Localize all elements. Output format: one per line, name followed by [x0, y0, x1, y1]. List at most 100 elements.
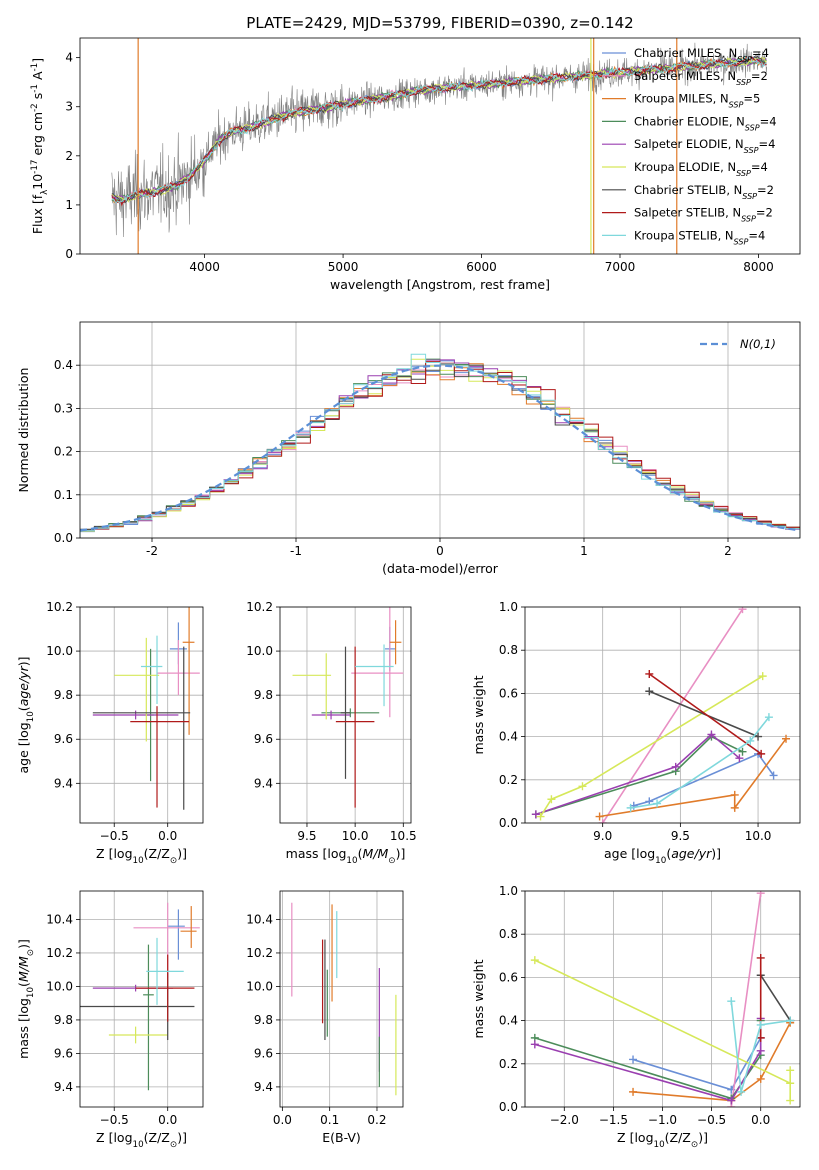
data-point-marker: [629, 1055, 638, 1064]
y-tick-label: 3: [65, 100, 73, 114]
series-line: [632, 1022, 791, 1102]
y-tick-label: 9.4: [254, 1080, 273, 1094]
y-axis-label: mass weight: [471, 959, 486, 1038]
x-tick-label: 9.0: [593, 829, 612, 843]
data-point-marker: [531, 810, 540, 819]
data-point-marker: [782, 734, 791, 743]
y-tick-label: 4: [65, 51, 73, 65]
y-tick-label: 9.8: [254, 688, 273, 702]
x-tick-label: 10.5: [390, 829, 417, 843]
y-tick-label: 9.8: [254, 1013, 273, 1027]
x-tick-label: 10.0: [342, 829, 369, 843]
y-tick-label: 0.2: [499, 1057, 518, 1071]
plot-area: [292, 607, 404, 808]
y-tick-label: 2: [65, 149, 73, 163]
y-tick-label: 10.4: [46, 912, 73, 926]
model-spectrum-line: [111, 55, 767, 204]
plot-area: [80, 353, 800, 538]
data-point-marker: [756, 1033, 765, 1042]
panel-weight-vs-Z: −2.0 −1.5 −1.0 −0.5 0.0 0.0 0.2 0.4 0.6 0.8 1.0 Z […: [471, 884, 801, 1150]
y-tick-label: 10.2: [46, 946, 73, 960]
series-line: [648, 673, 762, 755]
y-tick-label: 0.6: [499, 686, 518, 700]
data-point-marker: [598, 819, 607, 823]
x-tick-label: 9.5: [297, 829, 316, 843]
series-line: [599, 738, 787, 818]
data-point-marker: [758, 672, 767, 681]
y-axis-label: mass [log10(M/M⊙)]: [16, 939, 36, 1059]
data-point-marker: [756, 1074, 765, 1083]
panel-mass-vs-Z: −0.5 0.0 9.4 9.6 9.8 10.0 10.2 10.4 Z [log10(Z/Z…: [16, 890, 204, 1150]
data-point-marker: [756, 1046, 765, 1055]
x-tick-label: 0.0: [751, 1113, 770, 1127]
data-point-marker: [727, 1096, 736, 1105]
panel-age-vs-mass: 9.5 10.0 10.5 9.4 9.6 9.8 10.0 10.2 mass [log10(…: [246, 600, 416, 866]
data-point-marker: [738, 747, 747, 756]
data-point-marker: [738, 607, 747, 614]
x-axis-label: Z [log10(Z/Z⊙)]: [96, 1130, 187, 1150]
x-tick-label: −0.5: [100, 1113, 129, 1127]
legend-entry: Chabrier STELIB, NSSP=2: [634, 183, 774, 201]
y-tick-label: 9.4: [54, 1080, 73, 1094]
y-tick-label: 1.0: [499, 884, 518, 898]
y-tick-label: 9.6: [254, 1046, 273, 1060]
x-tick-label: 6000: [466, 260, 497, 274]
y-axis-label: mass weight: [471, 675, 486, 754]
panel-mass-vs-ebv: 0.0 0.1 0.2 9.4 9.6 9.8 10.0 10.2 10.4 E(B-V): [246, 890, 404, 1145]
plot-area: [291, 902, 397, 1096]
y-tick-label: 0.2: [54, 445, 73, 459]
y-tick-label: 0.0: [499, 1100, 518, 1114]
data-point-marker: [786, 1079, 795, 1088]
x-tick-label: 0.0: [273, 1113, 292, 1127]
data-point-marker: [536, 812, 545, 821]
x-tick-label: 2: [724, 544, 732, 558]
legend-entry: Chabrier ELODIE, NSSP=4: [634, 114, 777, 131]
legend-entry: Salpeter STELIB, NSSP=2: [634, 206, 773, 224]
y-tick-label: 0.4: [499, 1014, 518, 1028]
y-axis-label: Normed distribution: [16, 368, 31, 493]
y-tick-label: 0.0: [499, 816, 518, 830]
plot-area: [531, 607, 791, 823]
plot-area: [80, 902, 200, 1091]
series-line: [535, 733, 740, 816]
series-line: [730, 893, 762, 1107]
y-tick-label: 9.8: [54, 688, 73, 702]
x-tick-label: 7000: [605, 260, 636, 274]
y-axis-label: age [log10(age/yr)]: [16, 656, 36, 773]
axes-frame: [279, 606, 412, 824]
legend-entry: Kroupa MILES, NSSP=5: [634, 92, 760, 110]
y-tick-label: 0.2: [499, 773, 518, 787]
data-point-marker: [626, 803, 635, 812]
x-tick-label: 5000: [328, 260, 359, 274]
chart-title: PLATE=2429, MJD=53799, FIBERID=0390, z=0…: [246, 14, 633, 32]
legend-entry: Kroupa STELIB, NSSP=4: [634, 228, 765, 246]
data-point-marker: [707, 730, 716, 739]
series-line: [630, 716, 770, 809]
y-tick-label: 10.0: [46, 979, 73, 993]
axes-frame: [79, 321, 801, 539]
axes-frame: [524, 890, 801, 1108]
data-point-marker: [530, 956, 539, 965]
x-tick-label: 0: [436, 544, 444, 558]
data-point-marker: [757, 749, 766, 758]
y-tick-label: 9.4: [54, 776, 73, 790]
data-point-marker: [730, 790, 739, 799]
panel-residuals: -2 -1 0 1 2 0.0 0.1 0.2 0.3 0.4 (data-model)/error…: [16, 321, 801, 576]
series-line: [539, 675, 764, 817]
normal-curve: [80, 364, 798, 532]
legend-entry: N(0,1): [740, 337, 776, 351]
data-point-marker: [547, 795, 556, 804]
data-point-marker: [786, 1096, 795, 1105]
x-tick-label: −0.5: [100, 829, 129, 843]
x-axis-label: mass [log10(M/M⊙)]: [286, 846, 406, 866]
data-point-marker: [645, 687, 654, 696]
x-tick-label: −2.0: [550, 1113, 579, 1127]
x-axis-label: (data-model)/error: [382, 561, 499, 576]
y-tick-label: 0: [65, 247, 73, 261]
x-axis-label: Z [log10(Z/Z⊙)]: [96, 846, 187, 866]
series-line: [648, 690, 759, 738]
y-tick-label: 1.0: [499, 600, 518, 614]
axes-frame: [279, 890, 404, 1108]
y-tick-label: 10.2: [246, 946, 273, 960]
